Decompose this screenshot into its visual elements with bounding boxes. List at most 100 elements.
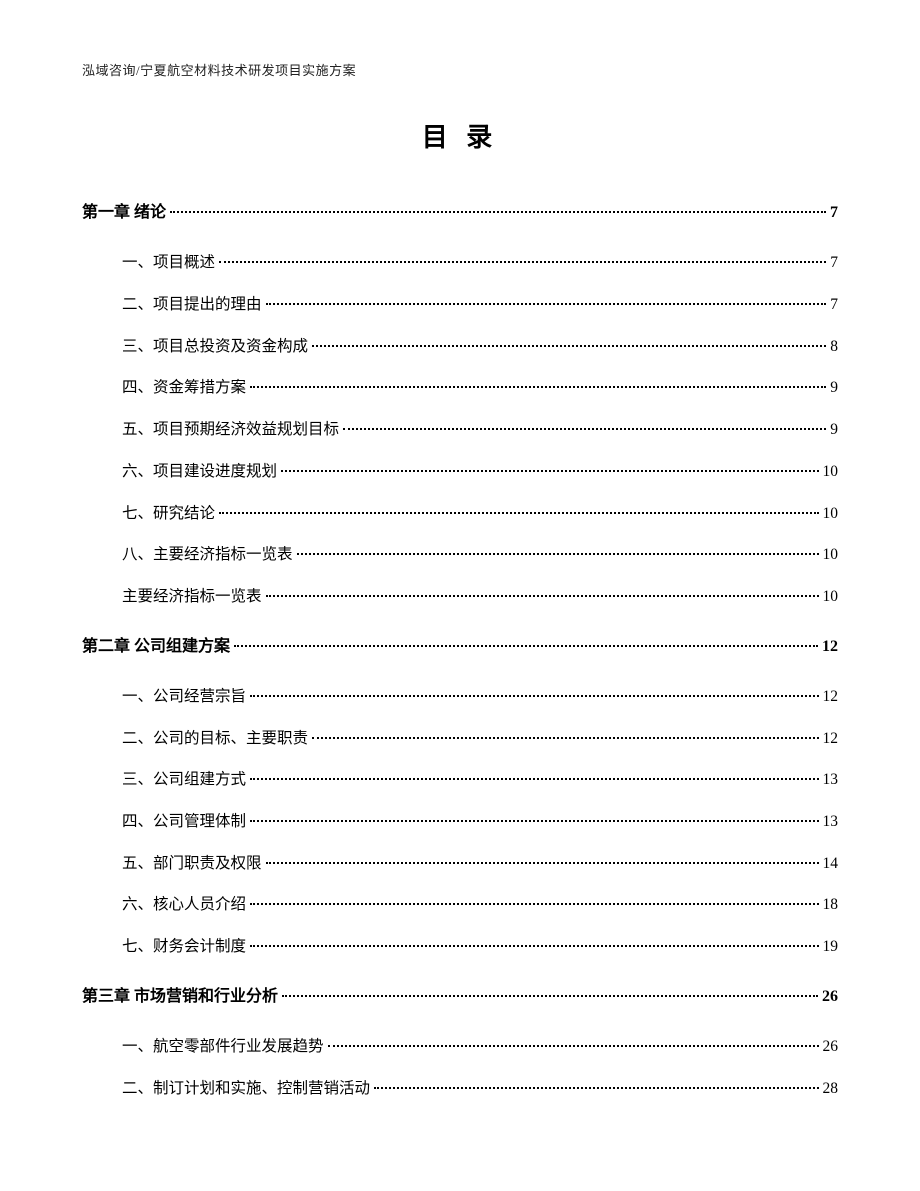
- toc-entry-prefix: 五、: [122, 855, 153, 872]
- toc-entry-prefix: 二、: [122, 1080, 153, 1097]
- toc-entry-label: 二、制订计划和实施、控制营销活动: [122, 1078, 370, 1100]
- toc-entry-prefix: 三、: [122, 338, 153, 355]
- toc-dot-leader: [250, 820, 818, 822]
- toc-sub-entry: 六、项目建设进度规划 10: [82, 461, 838, 483]
- toc-dot-leader: [328, 1045, 819, 1047]
- toc-entry-page: 10: [823, 503, 839, 525]
- toc-entry-label: 八、主要经济指标一览表: [122, 544, 293, 566]
- toc-entry-page: 9: [830, 377, 838, 399]
- toc-sub-entry: 六、核心人员介绍18: [82, 894, 838, 916]
- toc-entry-label: 一、项目概述: [122, 252, 215, 274]
- toc-entry-label: 一、航空零部件行业发展趋势: [122, 1036, 324, 1058]
- toc-entry-prefix: 八、: [122, 546, 153, 563]
- toc-entry-prefix: 六、: [122, 896, 153, 913]
- toc-entry-text: 研究结论: [153, 505, 215, 522]
- toc-entry-text: 主要经济指标一览表: [153, 546, 293, 563]
- toc-entry-label: 二、项目提出的理由: [122, 294, 262, 316]
- toc-dot-leader: [312, 345, 826, 347]
- toc-entry-page: 18: [823, 894, 839, 916]
- toc-sub-entry: 二、公司的目标、主要职责 12: [82, 728, 838, 750]
- toc-entry-prefix: 二、: [122, 296, 153, 313]
- toc-entry-prefix: 一、: [122, 1038, 153, 1055]
- toc-dot-leader: [266, 303, 827, 305]
- toc-entry-page: 26: [822, 986, 838, 1008]
- toc-entry-label: 七、财务会计制度: [122, 936, 246, 958]
- toc-entry-label: 七、研究结论: [122, 503, 215, 525]
- toc-sub-entry: 主要经济指标一览表 10: [82, 586, 838, 608]
- toc-entry-text: 资金筹措方案: [153, 379, 246, 396]
- toc-entry-label: 第一章 绪论: [82, 202, 166, 224]
- toc-entry-label: 五、部门职责及权限: [122, 853, 262, 875]
- toc-entry-prefix: 七、: [122, 505, 153, 522]
- toc-sub-entry: 二、制订计划和实施、控制营销活动 28: [82, 1078, 838, 1100]
- toc-entry-text: 航空零部件行业发展趋势: [153, 1038, 324, 1055]
- toc-sub-entry: 一、航空零部件行业发展趋势 26: [82, 1036, 838, 1058]
- document-page: 泓域咨询/宁夏航空材料技术研发项目实施方案 目 录 第一章 绪论 7 一、项目概述 7…: [0, 0, 920, 1180]
- toc-sub-entry: 二、项目提出的理由 7: [82, 294, 838, 316]
- toc-dot-leader: [250, 695, 818, 697]
- toc-entry-page: 10: [823, 586, 839, 608]
- toc-entry-text: 第一章 绪论: [82, 204, 166, 221]
- toc-entry-page: 28: [823, 1078, 839, 1100]
- toc-entry-prefix: 一、: [122, 254, 153, 271]
- toc-entry-prefix: 一、: [122, 688, 153, 705]
- toc-title: 目 录: [82, 117, 838, 154]
- toc-entry-text: 项目总投资及资金构成: [153, 338, 308, 355]
- toc-dot-leader: [312, 737, 818, 739]
- toc-sub-entry: 四、公司管理体制 13: [82, 811, 838, 833]
- toc-dot-leader: [343, 428, 826, 430]
- toc-dot-leader: [374, 1087, 818, 1089]
- toc-entry-text: 项目提出的理由: [153, 296, 262, 313]
- toc-entry-page: 12: [823, 728, 839, 750]
- toc-entry-page: 14: [823, 853, 839, 875]
- toc-entry-page: 7: [830, 294, 838, 316]
- toc-entry-page: 10: [823, 461, 839, 483]
- toc-entry-text: 制订计划和实施、控制营销活动: [153, 1080, 370, 1097]
- toc-entry-text: 公司经营宗旨: [153, 688, 246, 705]
- toc-entry-label: 第三章 市场营销和行业分析: [82, 986, 278, 1008]
- toc-entry-text: 公司的目标、主要职责: [153, 730, 308, 747]
- toc-entry-label: 二、公司的目标、主要职责: [122, 728, 308, 750]
- toc-entry-prefix: 四、: [122, 813, 153, 830]
- toc-sub-entry: 四、资金筹措方案 9: [82, 377, 838, 399]
- toc-container: 第一章 绪论7一、项目概述7二、项目提出的理由7三、项目总投资及资金构成8四、资…: [82, 202, 838, 1100]
- toc-dot-leader: [250, 778, 818, 780]
- toc-dot-leader: [266, 595, 819, 597]
- toc-entry-text: 项目预期经济效益规划目标: [153, 421, 339, 438]
- toc-sub-entry: 三、公司组建方式 13: [82, 769, 838, 791]
- toc-entry-page: 12: [822, 636, 838, 658]
- toc-entry-page: 7: [830, 252, 838, 274]
- toc-entry-label: 六、项目建设进度规划: [122, 461, 277, 483]
- toc-entry-page: 8: [830, 336, 838, 358]
- toc-dot-leader: [282, 995, 818, 997]
- toc-entry-page: 26: [823, 1036, 839, 1058]
- toc-entry-label: 三、项目总投资及资金构成: [122, 336, 308, 358]
- toc-dot-leader: [297, 553, 819, 555]
- toc-entry-prefix: 五、: [122, 421, 153, 438]
- toc-dot-leader: [170, 211, 826, 213]
- toc-entry-label: 第二章 公司组建方案: [82, 636, 230, 658]
- document-header: 泓域咨询/宁夏航空材料技术研发项目实施方案: [82, 60, 838, 79]
- toc-dot-leader: [234, 645, 818, 647]
- toc-sub-entry: 一、公司经营宗旨 12: [82, 686, 838, 708]
- toc-entry-prefix: 二、: [122, 730, 153, 747]
- toc-sub-entry: 五、部门职责及权限 14: [82, 853, 838, 875]
- toc-chapter-entry: 第二章 公司组建方案 12: [82, 636, 838, 658]
- toc-dot-leader: [219, 512, 818, 514]
- toc-entry-text: 第三章 市场营销和行业分析: [82, 988, 278, 1005]
- toc-entry-page: 12: [823, 686, 839, 708]
- toc-entry-label: 三、公司组建方式: [122, 769, 246, 791]
- toc-entry-label: 五、项目预期经济效益规划目标: [122, 419, 339, 441]
- toc-entry-prefix: 七、: [122, 938, 153, 955]
- toc-entry-prefix: 四、: [122, 379, 153, 396]
- toc-entry-text: 主要经济指标一览表: [122, 588, 262, 605]
- toc-entry-page: 13: [823, 811, 839, 833]
- toc-entry-label: 四、资金筹措方案: [122, 377, 246, 399]
- toc-entry-label: 一、公司经营宗旨: [122, 686, 246, 708]
- toc-sub-entry: 三、项目总投资及资金构成 8: [82, 336, 838, 358]
- toc-entry-prefix: 三、: [122, 771, 153, 788]
- toc-entry-page: 13: [823, 769, 839, 791]
- toc-sub-entry: 一、项目概述 7: [82, 252, 838, 274]
- toc-entry-text: 公司组建方式: [153, 771, 246, 788]
- toc-entry-label: 四、公司管理体制: [122, 811, 246, 833]
